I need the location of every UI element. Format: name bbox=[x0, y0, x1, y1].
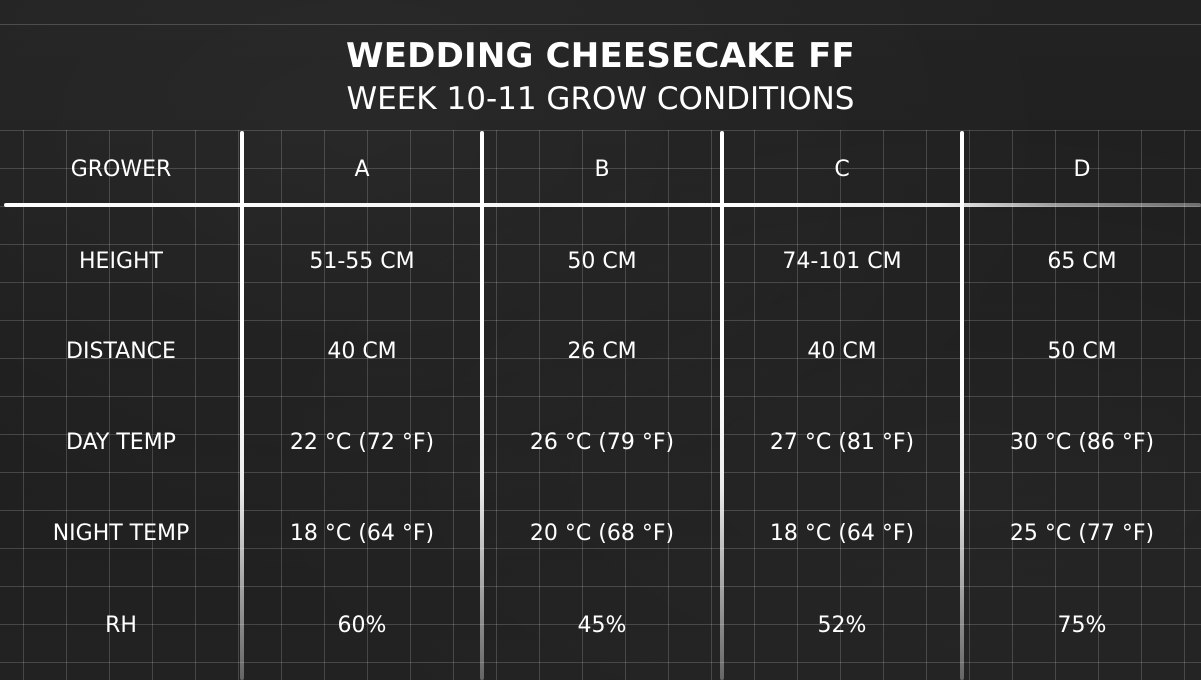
column-header-c: C bbox=[834, 157, 850, 182]
row-label-height: HEIGHT bbox=[79, 249, 163, 274]
table-cell: 26 CM bbox=[567, 339, 637, 364]
table-cell: 25 °C (77 °F) bbox=[1009, 521, 1155, 546]
table-cell: 50 CM bbox=[567, 249, 637, 274]
table-cell: 26 °C (79 °F) bbox=[529, 430, 675, 455]
table-cell: 40 CM bbox=[807, 339, 877, 364]
table-cell: 75% bbox=[1057, 613, 1107, 638]
column-divider-2 bbox=[480, 131, 484, 680]
table-cell: 60% bbox=[337, 613, 387, 638]
column-header-b: B bbox=[594, 157, 610, 182]
row-label-distance: DISTANCE bbox=[66, 339, 176, 364]
column-header-grower: GROWER bbox=[70, 157, 172, 182]
column-divider-4 bbox=[960, 131, 964, 680]
table-cell: 52% bbox=[817, 613, 867, 638]
table-cell: 65 CM bbox=[1047, 249, 1117, 274]
table-cell: 45% bbox=[577, 613, 627, 638]
background-grid bbox=[0, 130, 1201, 680]
table-cell: 18 °C (64 °F) bbox=[769, 521, 915, 546]
table-cell: 18 °C (64 °F) bbox=[289, 521, 435, 546]
table-cell: 22 °C (72 °F) bbox=[289, 430, 435, 455]
page-title: WEDDING CHEESECAKE FF bbox=[346, 36, 855, 76]
row-label-night-temp: NIGHT TEMP bbox=[52, 521, 190, 546]
page-subtitle: WEEK 10-11 GROW CONDITIONS bbox=[346, 81, 855, 117]
table-cell: 27 °C (81 °F) bbox=[769, 430, 915, 455]
table-cell: 51-55 CM bbox=[309, 249, 415, 274]
column-divider-1 bbox=[240, 131, 244, 680]
table-cell: 50 CM bbox=[1047, 339, 1117, 364]
table-cell: 74-101 CM bbox=[782, 249, 902, 274]
top-rule-line bbox=[0, 24, 1201, 25]
table-cell: 40 CM bbox=[327, 339, 397, 364]
column-divider-3 bbox=[720, 131, 724, 680]
row-label-rh: RH bbox=[105, 613, 137, 638]
table-cell: 30 °C (86 °F) bbox=[1009, 430, 1155, 455]
column-header-d: D bbox=[1073, 157, 1091, 182]
row-label-day-temp: DAY TEMP bbox=[66, 430, 176, 455]
header-divider-line bbox=[4, 203, 1201, 207]
column-header-a: A bbox=[354, 157, 370, 182]
table-cell: 20 °C (68 °F) bbox=[529, 521, 675, 546]
